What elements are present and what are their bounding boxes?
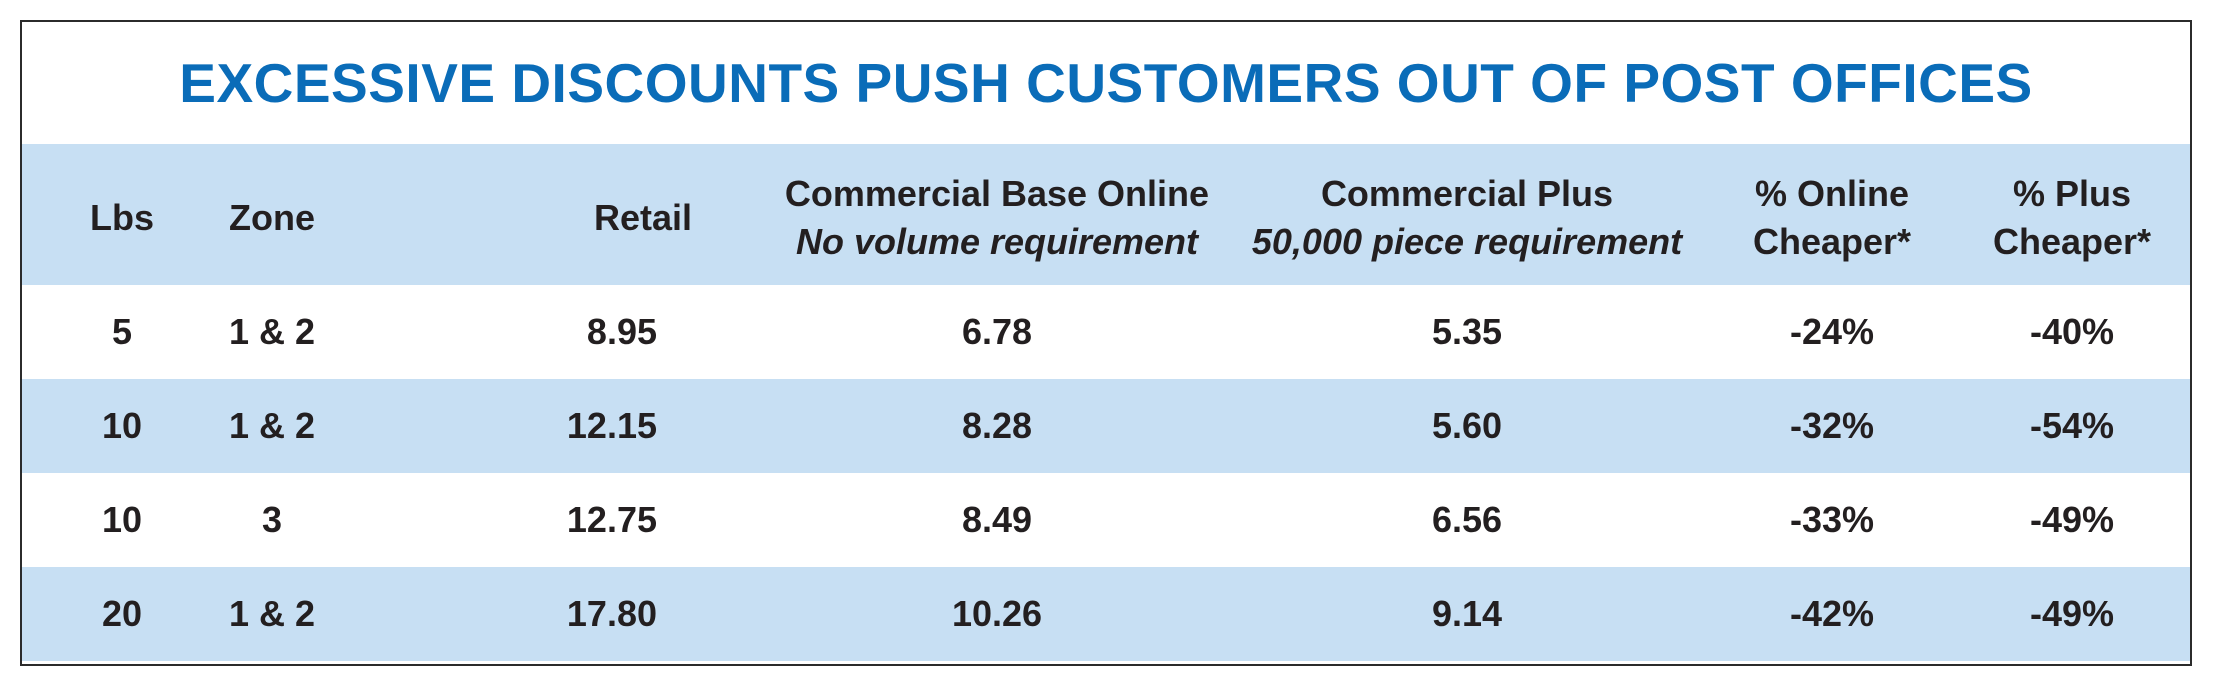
- chart-title: EXCESSIVE DISCOUNTS PUSH CUSTOMERS OUT O…: [179, 52, 2033, 114]
- header-pct-online-label2: Cheaper*: [1752, 220, 1912, 262]
- header-commercial-plus-sublabel: 50,000 piece requirement: [1251, 220, 1683, 262]
- header-zone-label: Zone: [229, 196, 315, 238]
- cell-retail: 8.95: [586, 311, 657, 352]
- cell-plus: 9.14: [1431, 593, 1503, 634]
- cell-retail: 12.75: [566, 499, 657, 540]
- cell-retail: 12.15: [566, 405, 657, 446]
- cell-retail: 17.80: [566, 593, 657, 634]
- cell-lbs: 20: [101, 593, 143, 634]
- cell-lbs: 5: [111, 311, 133, 352]
- header-pct-plus-label2: Cheaper*: [1992, 220, 2152, 262]
- cell-base: 8.49: [961, 499, 1033, 540]
- cell-plus: 6.56: [1431, 499, 1503, 540]
- cell-base: 10.26: [951, 593, 1043, 634]
- cell-pct-online: -24%: [1789, 311, 1875, 352]
- cell-zone: 1 & 2: [228, 593, 316, 634]
- header-retail: Retail: [492, 144, 692, 285]
- header-lbs-label: Lbs: [89, 196, 154, 238]
- header-pct-online-label: % Online: [1754, 172, 1910, 214]
- table-row: 10 3 12.75 8.49 6.56 -33% -49%: [22, 473, 2190, 567]
- cell-pct-online: -32%: [1789, 405, 1875, 446]
- data-table: Lbs Zone Retail Commercial Base Online N…: [22, 144, 2190, 661]
- cell-pct-online: -42%: [1789, 593, 1875, 634]
- header-retail-label: Retail: [593, 196, 692, 238]
- cell-pct-plus: -40%: [2029, 311, 2115, 352]
- cell-zone: 1 & 2: [228, 405, 316, 446]
- cell-zone: 1 & 2: [228, 311, 316, 352]
- header-commercial-plus-label: Commercial Plus: [1320, 172, 1614, 214]
- cell-lbs: 10: [101, 405, 143, 446]
- cell-base: 6.78: [961, 311, 1033, 352]
- cell-plus: 5.60: [1431, 405, 1503, 446]
- header-pct-online: % Online Cheaper*: [1712, 144, 1952, 285]
- cell-pct-plus: -49%: [2029, 499, 2115, 540]
- table-frame: EXCESSIVE DISCOUNTS PUSH CUSTOMERS OUT O…: [20, 20, 2192, 666]
- table-row: 5 1 & 2 8.95 6.78 5.35 -24% -40%: [22, 285, 2190, 379]
- cell-plus: 5.35: [1431, 311, 1503, 352]
- cell-base: 8.28: [961, 405, 1033, 446]
- header-pct-plus-label: % Plus: [2012, 172, 2132, 214]
- header-lbs: Lbs: [62, 144, 182, 285]
- header-commercial-base: Commercial Base Online No volume require…: [767, 144, 1227, 285]
- header-pct-plus: % Plus Cheaper*: [1957, 144, 2187, 285]
- table-row: 20 1 & 2 17.80 10.26 9.14 -42% -49%: [22, 567, 2190, 661]
- table-header-row: Lbs Zone Retail Commercial Base Online N…: [22, 144, 2190, 285]
- header-commercial-base-sublabel: No volume requirement: [795, 220, 1199, 262]
- header-commercial-plus: Commercial Plus 50,000 piece requirement: [1237, 144, 1697, 285]
- table-row: 10 1 & 2 12.15 8.28 5.60 -32% -54%: [22, 379, 2190, 473]
- cell-zone: 3: [261, 499, 283, 540]
- header-zone: Zone: [202, 144, 342, 285]
- cell-pct-online: -33%: [1789, 499, 1875, 540]
- cell-pct-plus: -49%: [2029, 593, 2115, 634]
- cell-pct-plus: -54%: [2029, 405, 2115, 446]
- header-commercial-base-label: Commercial Base Online: [784, 172, 1210, 214]
- cell-lbs: 10: [101, 499, 143, 540]
